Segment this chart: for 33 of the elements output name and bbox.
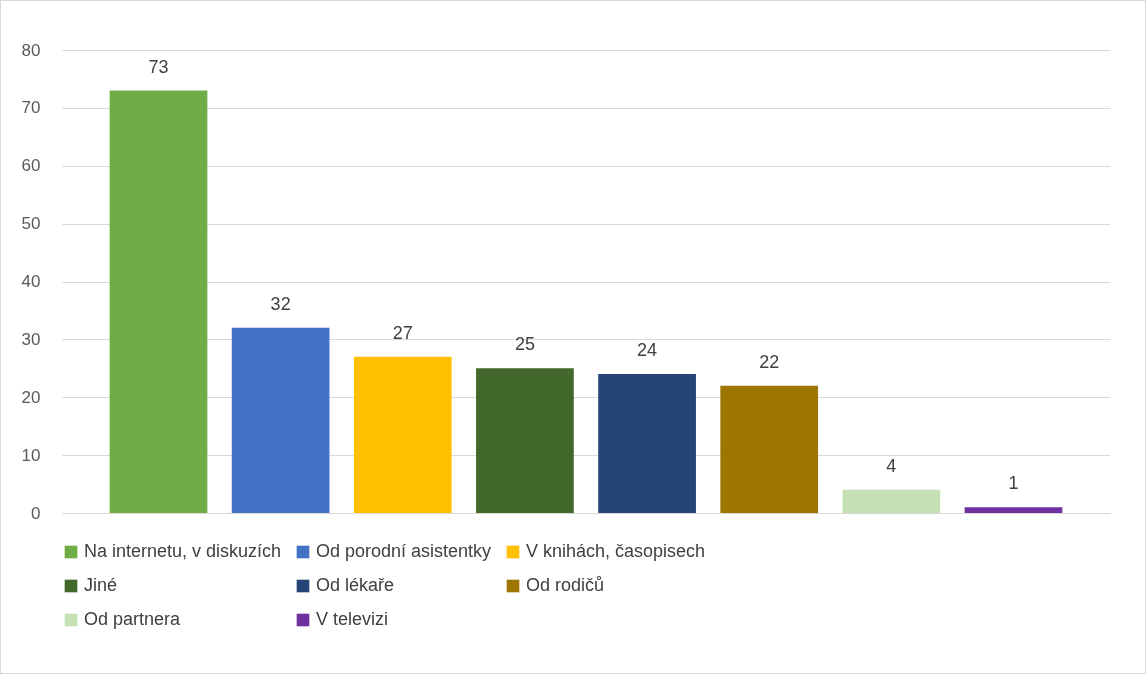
y-tick-label: 40 xyxy=(21,272,41,291)
bar xyxy=(353,356,452,513)
bar xyxy=(720,385,819,513)
y-tick-label: 60 xyxy=(21,156,41,176)
data-label: 24 xyxy=(637,340,658,361)
bar xyxy=(476,368,574,513)
legend-label: Od partnera xyxy=(84,609,182,629)
y-tick-label: 30 xyxy=(21,329,41,349)
y-tick-label: 10 xyxy=(21,445,41,465)
legend-label: Od porodní asistentky xyxy=(316,541,492,561)
data-label: 4 xyxy=(886,455,897,476)
data-label: 73 xyxy=(148,56,169,77)
legend-label: Od rodičů xyxy=(526,575,605,595)
bar xyxy=(109,90,208,513)
y-tick-label: 20 xyxy=(21,387,41,407)
legend-label: Jiné xyxy=(84,575,118,595)
data-label: 1 xyxy=(1008,473,1019,494)
y-tick-label: 70 xyxy=(21,98,41,118)
legend-label: V televizi xyxy=(316,609,389,629)
bar xyxy=(598,374,696,513)
y-tick-label: 0 xyxy=(31,503,41,523)
y-tick-label: 50 xyxy=(21,214,41,234)
legend-label: V knihách, časopisech xyxy=(526,541,706,561)
bar xyxy=(964,507,1063,513)
data-label: 27 xyxy=(392,322,413,343)
data-label: 32 xyxy=(270,293,291,314)
data-label: 25 xyxy=(514,334,535,355)
data-label: 22 xyxy=(759,351,780,372)
bar xyxy=(231,327,330,513)
legend-label: Na internetu, v diskuzích xyxy=(84,541,282,561)
legend-label: Od lékaře xyxy=(316,575,395,595)
bar xyxy=(842,489,941,513)
y-tick-label: 80 xyxy=(21,40,41,60)
